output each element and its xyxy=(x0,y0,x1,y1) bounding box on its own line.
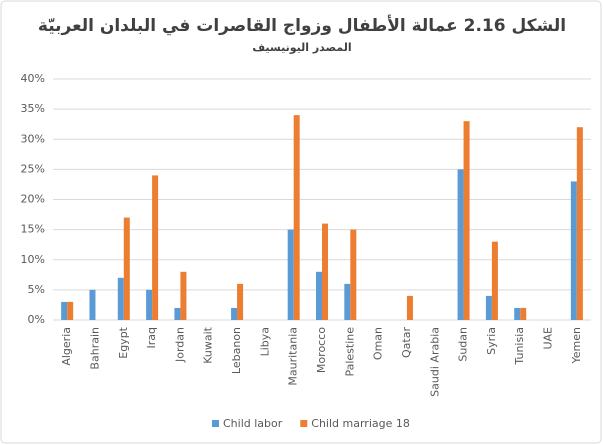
bar xyxy=(123,217,130,320)
bar xyxy=(231,307,238,320)
x-tick-label: Sudan xyxy=(457,327,470,362)
bar xyxy=(514,307,521,320)
y-tick-label: 20% xyxy=(21,193,45,206)
y-tick-label: 5% xyxy=(28,283,45,296)
x-tick-label: Lebanon xyxy=(230,327,243,374)
bar xyxy=(152,175,159,320)
bar xyxy=(520,307,527,320)
y-tick-label: 40% xyxy=(21,72,45,85)
bar xyxy=(316,271,322,320)
bar xyxy=(117,277,124,320)
bar xyxy=(344,283,351,320)
bar xyxy=(180,271,187,320)
x-tick-label: Morocco xyxy=(315,327,328,373)
bar xyxy=(89,289,96,320)
bar xyxy=(406,295,413,320)
bar xyxy=(237,283,244,320)
x-tick-label: Egypt xyxy=(117,326,130,358)
bar xyxy=(61,301,68,320)
x-tick-label: Algeria xyxy=(60,327,73,366)
x-tick-label: Mauritania xyxy=(287,327,300,386)
bar xyxy=(146,289,153,320)
bar xyxy=(576,127,583,320)
x-tick-label: Tunisia xyxy=(513,327,526,366)
x-tick-label: UAE xyxy=(542,327,555,350)
y-tick-label: 30% xyxy=(21,132,45,145)
x-tick-label: Palestine xyxy=(343,327,356,377)
x-tick-label: Yemen xyxy=(570,327,583,365)
x-tick-label: Jordan xyxy=(173,327,186,363)
y-tick-label: 35% xyxy=(21,102,45,115)
y-tick-label: 0% xyxy=(28,313,45,326)
bar xyxy=(322,223,328,320)
bar xyxy=(485,295,492,320)
x-tick-label: Libya xyxy=(258,327,271,356)
bar xyxy=(491,241,498,320)
bar xyxy=(293,115,300,321)
y-tick-label: 25% xyxy=(21,162,45,175)
bar xyxy=(463,121,470,320)
x-tick-label: Bahrain xyxy=(88,327,101,370)
bar xyxy=(570,181,577,320)
x-tick-label: Oman xyxy=(372,327,385,360)
legend-swatch xyxy=(300,420,308,427)
bar xyxy=(287,229,294,320)
bar xyxy=(67,301,74,320)
x-tick-label: Kuwait xyxy=(202,326,215,363)
legend-label: Child marriage 18 xyxy=(311,417,410,430)
bar xyxy=(174,307,181,320)
bar xyxy=(457,169,464,320)
x-tick-label: Qatar xyxy=(400,327,413,358)
chart-subtitle: المصدر اليونيسيف xyxy=(252,41,351,54)
y-tick-label: 15% xyxy=(21,223,45,236)
x-tick-label: Saudi Arabia xyxy=(428,327,441,397)
x-tick-label: Syria xyxy=(485,327,498,355)
chart-title: الشكل 2.16 عمالة الأطفال وزواج القاصرات … xyxy=(38,15,566,36)
x-tick-label: Iraq xyxy=(145,327,158,349)
bar xyxy=(350,229,357,320)
y-tick-label: 10% xyxy=(21,253,45,266)
legend-label: Child labor xyxy=(223,417,283,430)
legend-swatch xyxy=(212,420,219,427)
